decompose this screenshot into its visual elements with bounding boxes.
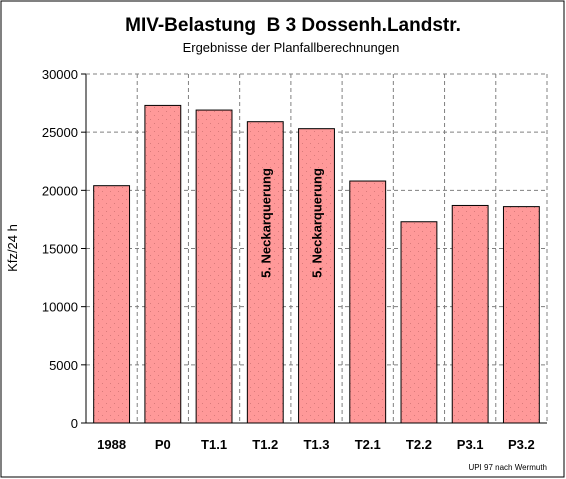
bars xyxy=(93,104,540,424)
bar-t1-3 xyxy=(298,128,335,424)
bar-t2-1 xyxy=(349,180,387,424)
x-tick-label: T1.1 xyxy=(201,437,227,452)
x-tick-label: P3.1 xyxy=(457,437,484,452)
bar-p3-2 xyxy=(502,206,540,424)
x-tick-labels: 1988 P0 T1.1 T1.2 T1.3 T2.1 T2.2 P3.1 P3.2 xyxy=(97,437,535,452)
y-axis-label: Kfz/24 h xyxy=(5,224,20,272)
x-tick-label: T2.1 xyxy=(355,437,381,452)
y-tick-label: 5000 xyxy=(49,358,78,373)
y-tick-label: 25000 xyxy=(42,125,78,140)
bar-annotation: 5. Neckarquerung xyxy=(258,168,273,278)
bar-p3-1 xyxy=(451,204,489,424)
x-tick-label: 1988 xyxy=(97,437,126,452)
annotations: 5. Neckarquerung 5. Neckarquerung xyxy=(258,168,324,278)
y-tick-label: 30000 xyxy=(42,67,78,82)
x-tick-label: P3.2 xyxy=(508,437,535,452)
y-tick-label: 10000 xyxy=(42,300,78,315)
bar-t2-2 xyxy=(400,221,438,424)
chart-subtitle: Ergebnisse der Planfallberechnungen xyxy=(183,40,400,55)
x-tick-label: T2.2 xyxy=(406,437,432,452)
x-tick-label: P0 xyxy=(155,437,171,452)
y-tick-labels: 0 5000 10000 15000 20000 25000 30000 xyxy=(42,67,78,431)
gridlines xyxy=(86,73,547,423)
chart-title: MIV-Belastung B 3 Dossenh.Landstr. xyxy=(125,15,461,36)
bar-t1-1 xyxy=(195,109,233,424)
y-tick-label: 0 xyxy=(71,416,78,431)
source-credit: UPI 97 nach Wermuth xyxy=(468,463,547,472)
bar-p0 xyxy=(144,104,182,424)
y-tick-label: 20000 xyxy=(42,183,78,198)
axes xyxy=(81,73,548,424)
bar-t1-2 xyxy=(246,121,284,424)
x-tick-label: T1.2 xyxy=(252,437,278,452)
bar-1988 xyxy=(93,185,131,424)
bar-annotation: 5. Neckarquerung xyxy=(310,168,325,278)
x-tick-label: T1.3 xyxy=(303,437,329,452)
y-tick-label: 15000 xyxy=(42,242,78,257)
